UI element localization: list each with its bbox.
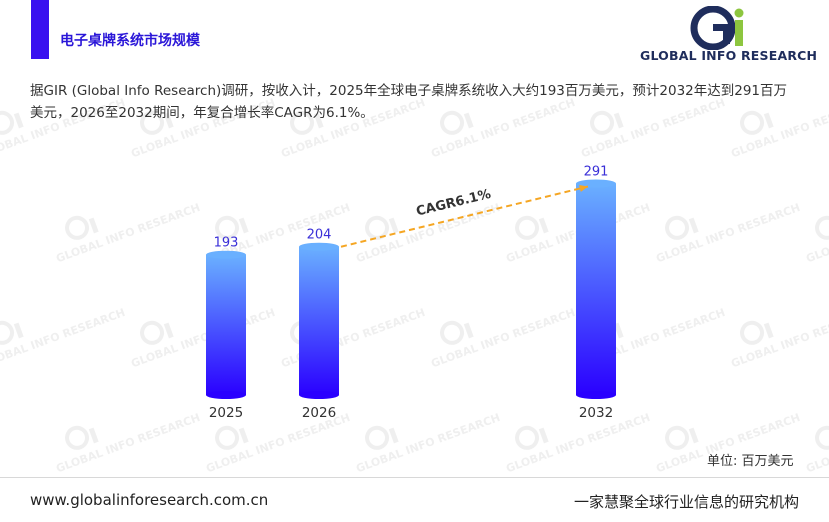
page-title: 电子桌牌系统市场规模 bbox=[60, 33, 200, 49]
bar-bottom-cap bbox=[299, 391, 339, 399]
title-accent-bar bbox=[31, 0, 49, 59]
footer-website-link[interactable]: www.globalinforesearch.com.cn bbox=[30, 491, 269, 509]
footer-slogan: 一家慧聚全球行业信息的研究机构 bbox=[573, 493, 799, 511]
bar-chart: 193 2025 204 2026 291 2032 CAGR6.1% bbox=[206, 165, 616, 421]
bar-top-cap bbox=[576, 179, 616, 188]
bar-2026 bbox=[299, 246, 339, 395]
bar-top-cap bbox=[206, 250, 246, 259]
bar-2025 bbox=[206, 254, 246, 395]
data-label: 291 bbox=[584, 165, 609, 180]
data-label: 204 bbox=[307, 228, 332, 243]
bar-top-cap bbox=[299, 242, 339, 251]
cagr-arrow-line bbox=[340, 185, 589, 248]
data-label: 193 bbox=[214, 236, 239, 251]
cagr-arrow-head bbox=[579, 185, 588, 192]
unit-label: 单位: 百万美元 bbox=[707, 454, 794, 469]
logo-text: GLOBAL INFO RESEARCH bbox=[640, 48, 818, 63]
x-tick-label: 2025 bbox=[209, 405, 243, 421]
x-tick-label: 2032 bbox=[579, 405, 613, 421]
bar-bottom-cap bbox=[576, 391, 616, 399]
bar-bottom-cap bbox=[206, 391, 246, 399]
market-description: 据GIR (Global Info Research)调研，按收入计，2025年… bbox=[30, 83, 788, 121]
footer-divider bbox=[0, 477, 829, 478]
cagr-annotation: CAGR6.1% bbox=[415, 187, 493, 220]
bar-2032 bbox=[576, 183, 616, 395]
logo-mark-icon bbox=[690, 5, 744, 51]
company-logo: GLOBAL INFO RESEARCH bbox=[640, 5, 818, 66]
x-tick-label: 2026 bbox=[302, 405, 336, 421]
